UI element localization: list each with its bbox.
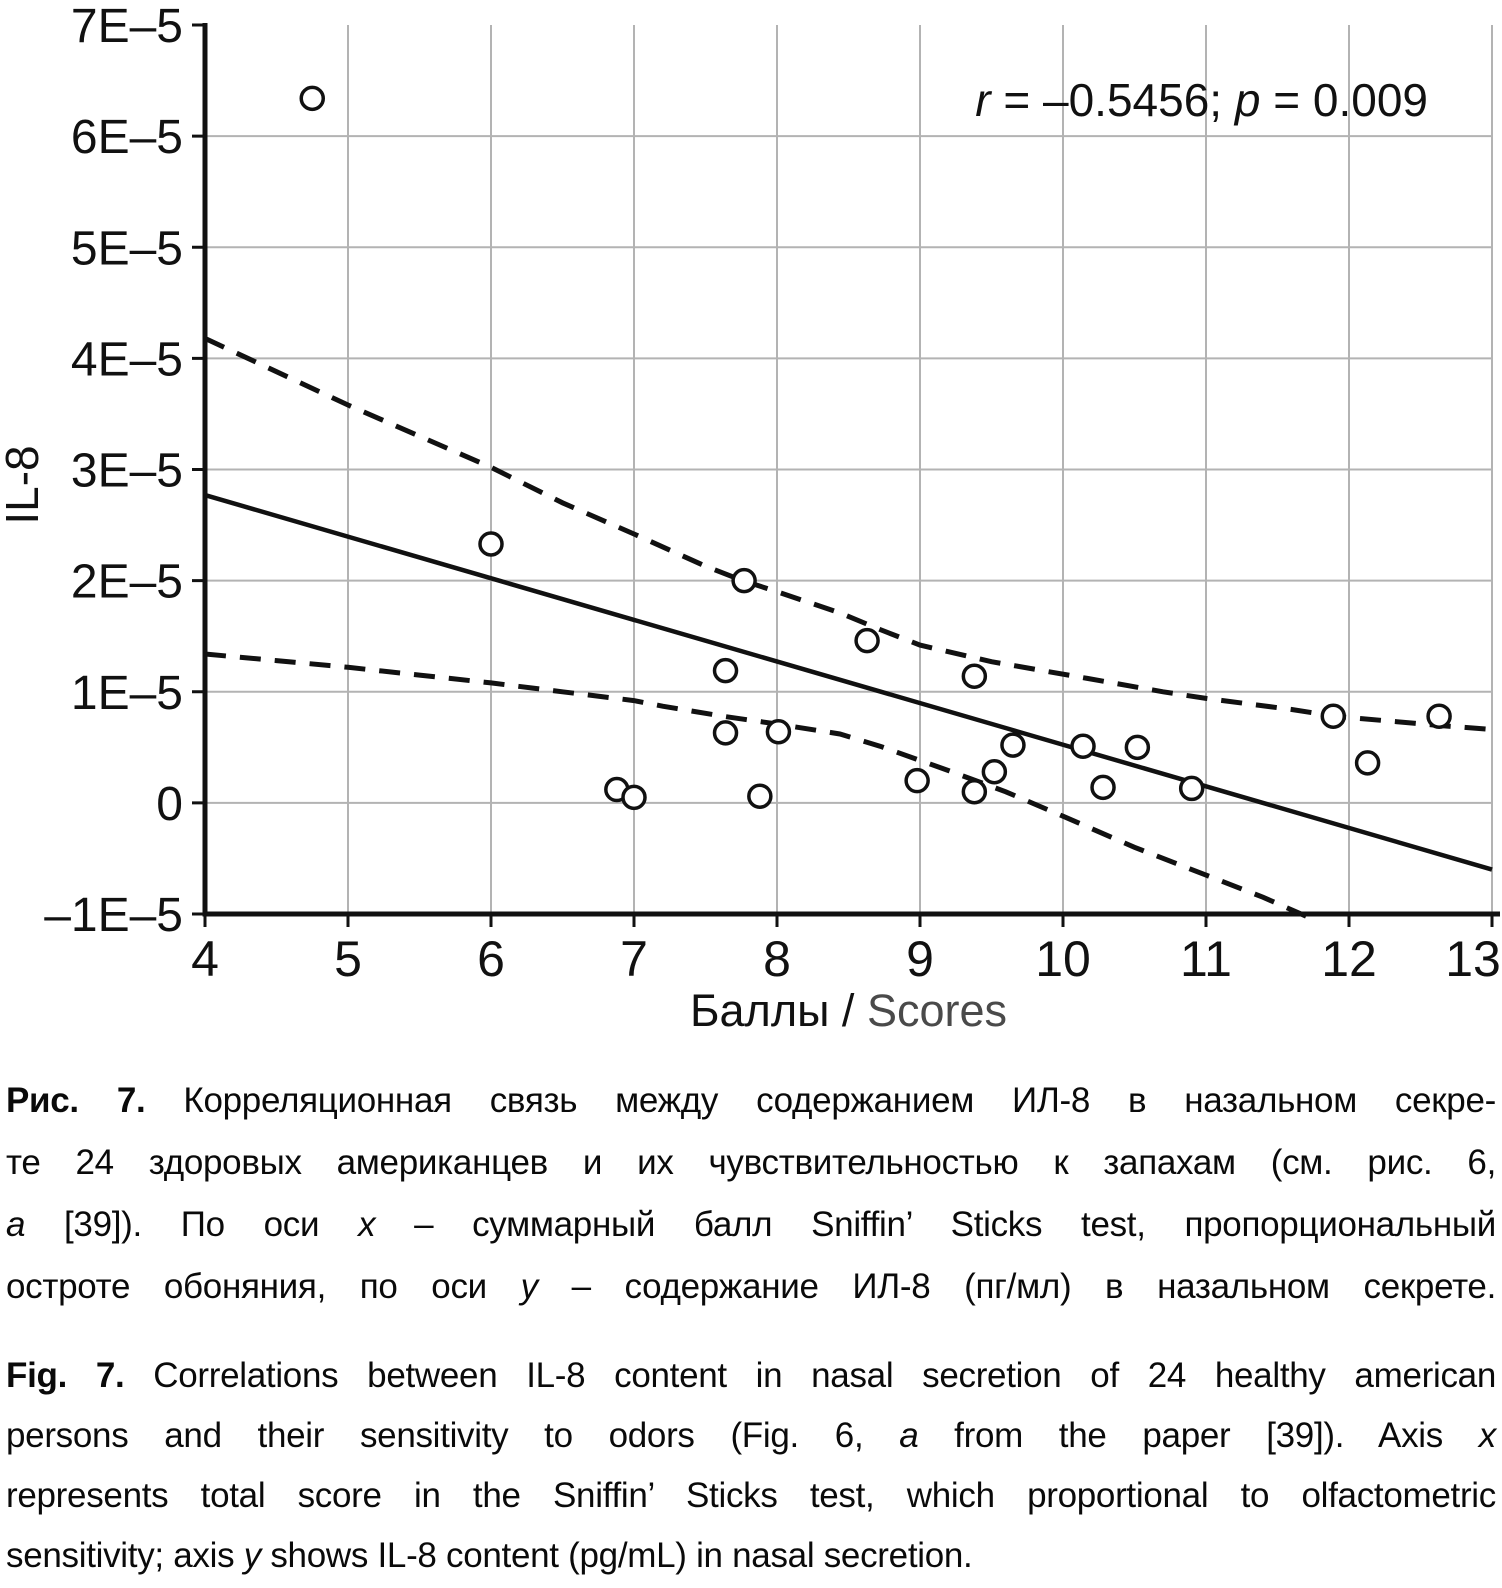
x-tick-label: 12	[1321, 931, 1377, 987]
y-tick-label: –1E–5	[44, 889, 183, 942]
caption-segment: Корреляционная связь между содержанием И…	[145, 1081, 1496, 1120]
y-tick-label: 2E–5	[71, 556, 183, 609]
regression-line	[204, 492, 1493, 872]
scatter-chart: 7E–5 6E–5 5E–5 4E–5 3E–5 2E–5 1E–5 0 –1E–5 4 5 6 7 8 9…	[0, 0, 1501, 1036]
caption-segment: – содержание ИЛ-8 (пг/мл) в назальном се…	[537, 1267, 1497, 1306]
data-point	[712, 657, 739, 684]
caption-segment: a	[899, 1416, 919, 1455]
data-point	[1090, 774, 1116, 801]
y-tick-label: 7E–5	[71, 0, 183, 53]
data-point	[765, 719, 792, 745]
data-point	[1000, 732, 1026, 758]
data-point	[1320, 703, 1347, 729]
x-tick-label: 6	[477, 931, 505, 987]
caption-en-line-2: persons and their sensitivity to odors (…	[6, 1406, 1496, 1466]
caption-segment: а	[6, 1205, 26, 1244]
confidence-band-upper	[203, 336, 1493, 732]
annotation-segment: = 0.009	[1260, 74, 1428, 126]
scatter-plot-svg: 7E–5 6E–5 5E–5 4E–5 3E–5 2E–5 1E–5 0 –1E–54 5 6 7 8 9…	[0, 0, 1501, 1036]
caption-segment: sensitivity; axis	[6, 1536, 244, 1575]
data-point	[1178, 775, 1205, 802]
caption-ru-line-4: остроте обоняния, по оси y – содержание …	[6, 1256, 1496, 1318]
caption-segment: x	[358, 1205, 376, 1244]
data-point	[981, 759, 1008, 785]
y-tick-label: 4E–5	[71, 333, 183, 386]
r-p-annotation: r = –0.5456; p = 0.009	[975, 74, 1428, 126]
data-point	[747, 783, 773, 809]
x-tick-label: 4	[191, 931, 219, 987]
caption-russian: Рис. 7. Корреляционная связь между содер…	[0, 1070, 1502, 1318]
x-tick-label: 9	[906, 931, 934, 987]
data-point	[731, 567, 757, 594]
caption-english: Fig. 7. Correlations between IL-8 conten…	[0, 1346, 1502, 1586]
caption-segment: Рис. 7.	[6, 1081, 146, 1120]
data-point	[712, 720, 739, 746]
x-tick-label: 13	[1445, 931, 1501, 987]
caption-en-line-1: Fig. 7. Correlations between IL-8 conten…	[6, 1346, 1496, 1406]
caption-segment: from the paper [39]). Axis	[918, 1416, 1479, 1455]
annotation-segment: = –0.5456;	[991, 74, 1235, 126]
caption-en-line-3: represents total score in the Sniffin’ S…	[6, 1466, 1496, 1526]
x-tick-label: 8	[763, 931, 791, 987]
caption-segment: те 24 здоровых американцев и их чувствит…	[6, 1143, 1496, 1182]
caption-segment: y	[520, 1267, 539, 1306]
y-tick-label: 1E–5	[71, 667, 183, 720]
y-tick-label: 6E–5	[71, 111, 183, 164]
x-tick-label: 5	[334, 931, 362, 987]
data-point	[1426, 703, 1452, 729]
caption-segment: persons and their sensitivity to odors (…	[6, 1416, 900, 1455]
caption-segment: represents total score in the Sniffin’ S…	[6, 1476, 1496, 1515]
data-point	[854, 627, 880, 654]
x-axis-title: Баллы / Scores	[690, 985, 1007, 1036]
annotation-segment: r	[975, 74, 992, 126]
x-axis-title-segment: Scores	[867, 985, 1007, 1036]
x-tick-label: 7	[620, 931, 648, 987]
data-point	[299, 85, 325, 112]
annotation-segment: p	[1233, 74, 1261, 126]
y-tick-label: 0	[156, 778, 183, 831]
caption-segment: shows IL-8 content (pg/mL) in nasal secr…	[260, 1536, 973, 1575]
ticks	[192, 23, 1494, 927]
data-point	[961, 779, 988, 805]
caption-segment: [39]). По оси	[25, 1205, 359, 1244]
caption-segment: остроте обоняния, по оси	[6, 1267, 521, 1306]
caption-en-line-4: sensitivity; axis y shows IL-8 content (…	[6, 1526, 1496, 1586]
y-tick-label: 5E–5	[71, 222, 183, 275]
caption-segment: – суммарный балл Sniffin’ Sticks test, п…	[375, 1205, 1496, 1244]
data-point	[1070, 733, 1096, 759]
data-point	[904, 767, 930, 794]
gridlines	[205, 25, 1493, 914]
data-point	[1124, 734, 1151, 761]
caption-segment: y	[243, 1536, 262, 1575]
y-axis-title: IL-8	[0, 445, 48, 524]
caption-segment: x	[1478, 1416, 1497, 1455]
caption-segment: Fig. 7.	[6, 1356, 125, 1395]
data-point	[961, 663, 988, 689]
y-tick-label: 3E–5	[71, 445, 183, 498]
caption-ru-line-3: а [39]). По оси x – суммарный балл Sniff…	[6, 1194, 1496, 1256]
data-point	[621, 784, 647, 811]
data-point	[478, 531, 504, 557]
caption-ru-line-2: те 24 здоровых американцев и их чувствит…	[6, 1132, 1496, 1194]
data-point	[1354, 750, 1381, 776]
x-axis-title-segment: Баллы /	[690, 985, 867, 1036]
caption-segment: Correlations between IL-8 content in nas…	[124, 1356, 1496, 1395]
x-tick-label: 10	[1035, 931, 1091, 987]
caption-ru-line-1: Рис. 7. Корреляционная связь между содер…	[6, 1070, 1496, 1132]
data-points	[299, 85, 1452, 811]
x-tick-label: 11	[1180, 931, 1232, 987]
